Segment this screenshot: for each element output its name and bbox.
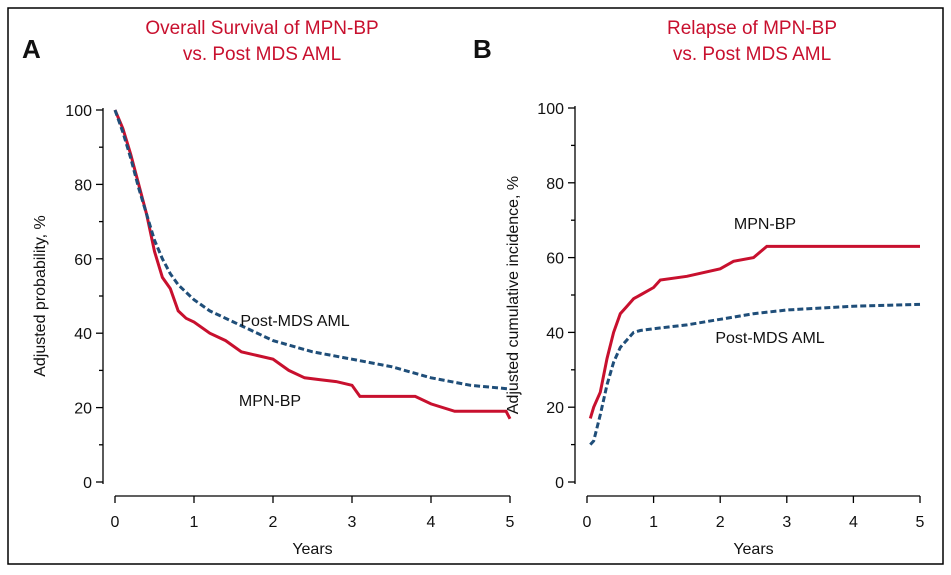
- y-axis-label: Adjusted probability, %: [32, 215, 49, 377]
- x-tick-label: 3: [782, 514, 791, 531]
- y-tick-label: 40: [74, 326, 92, 343]
- y-tick-label: 60: [74, 252, 92, 269]
- series-line: [589, 302, 921, 446]
- panel-label: B: [473, 34, 492, 64]
- series-label: MPN-BP: [239, 393, 301, 410]
- panel-label: A: [22, 34, 41, 64]
- x-tick-label: 1: [649, 514, 658, 531]
- y-tick-label: 40: [546, 325, 564, 342]
- series-label: MPN-BP: [734, 216, 796, 233]
- chart-title: vs. Post MDS AML: [673, 44, 831, 65]
- chart-title: Relapse of MPN-BP: [667, 18, 837, 39]
- x-tick-label: 5: [916, 514, 925, 531]
- x-tick-label: 0: [111, 514, 120, 531]
- x-tick-label: 3: [348, 514, 357, 531]
- chart-title: vs. Post MDS AML: [183, 44, 341, 65]
- x-tick-label: 4: [849, 514, 858, 531]
- y-tick-label: 60: [546, 251, 564, 268]
- x-axis-label: Years: [292, 541, 332, 558]
- y-tick-label: 80: [74, 177, 92, 194]
- y-tick-label: 100: [537, 101, 564, 118]
- series-line: [113, 109, 512, 420]
- figure-border: [7, 7, 944, 565]
- y-axis-label: Adjusted cumulative incidence, %: [505, 176, 522, 414]
- y-tick-label: 80: [546, 176, 564, 193]
- x-tick-label: 2: [269, 514, 278, 531]
- x-tick-label: 5: [506, 514, 515, 531]
- x-tick-label: 1: [190, 514, 199, 531]
- series-line: [113, 109, 511, 391]
- x-tick-label: 2: [716, 514, 725, 531]
- x-axis-label: Years: [733, 541, 773, 558]
- chart-title: Overall Survival of MPN-BP: [145, 18, 378, 39]
- y-tick-label: 0: [555, 475, 564, 492]
- series-label: Post-MDS AML: [240, 313, 349, 330]
- series-line: [588, 244, 920, 419]
- y-tick-label: 20: [546, 400, 564, 417]
- y-tick-label: 100: [65, 103, 92, 120]
- x-tick-label: 4: [427, 514, 436, 531]
- y-tick-label: 0: [83, 475, 92, 492]
- y-tick-label: 20: [74, 401, 92, 418]
- series-label: Post-MDS AML: [715, 330, 824, 347]
- x-tick-label: 0: [583, 514, 592, 531]
